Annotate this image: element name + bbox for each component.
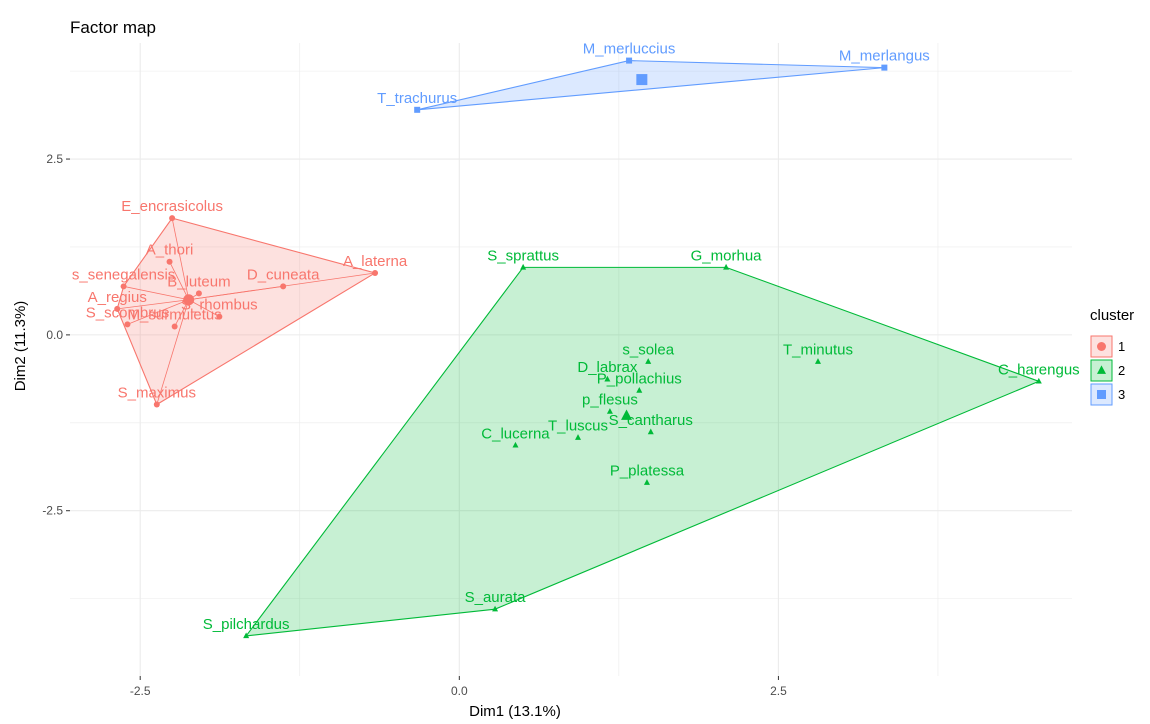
point-label-b-luteum: B_luteum [167,273,230,290]
y-tick-label: -2.5 [42,504,63,518]
point-label-s-cantharus: S_cantharus [609,412,693,429]
cluster-1-link-line [123,285,189,301]
point-g-morhua [723,263,730,270]
point-label-s-scombrus: S_scombrus [86,304,169,321]
point-s-pilchardus [243,632,250,639]
cluster-1-link-line [117,299,189,310]
cluster-1-link-line [188,299,220,317]
legend-label-3: 3 [1118,387,1125,402]
point-label-p-flesus: p_flesus [582,392,638,409]
point-label-s-solea: s_solea [622,342,674,359]
point-label-m-merluccius: M_merluccius [583,41,676,58]
point-d-cuneata [280,283,287,290]
cluster-1-link-line [169,261,190,300]
point-label-a-regius: A_regius [88,289,147,306]
point-label-d-cuneata: D_cuneata [247,266,320,283]
point-layer [114,57,1042,639]
point-a-laterna [372,269,379,276]
cluster-1-link-line [127,299,189,325]
grid-layer [70,43,1072,676]
point-c-harengus [1035,377,1042,384]
y-tick-label: 0.0 [46,328,63,342]
plot-panel [70,43,1072,676]
point-label-m-surmuletus: M_surmuletus [128,306,222,323]
x-tick-label: 0.0 [451,684,468,698]
point-label-g-morhua: G_morhua [691,247,763,264]
point-s-rhombus [216,313,223,320]
point-d-labrax [604,375,611,382]
point-s-maximus [153,401,160,408]
x-axis-title: Dim1 (13.1%) [469,703,561,720]
point-m-surmuletus [171,323,178,330]
point-label-s-maximus: S_maximus [118,385,196,402]
point-p-platessa [643,479,650,485]
cluster-1-link-line [156,299,190,405]
point-b-luteum [195,290,202,297]
legend-marker-3 [1097,390,1106,399]
point-label-a-laterna: A_laterna [343,253,408,270]
cluster-3-hull [417,60,885,111]
legend-label-1: 1 [1118,339,1125,354]
point-label-d-labrax: D_labrax [577,359,638,376]
cluster-1-centroid [183,294,195,306]
cluster-2-hull [244,266,1041,637]
point-label-s-senegalensis: s_senegalensis [72,266,175,283]
point-label-p-pollachius: P_pollachius [597,370,682,387]
point-label-t-minutus: T_minutus [783,342,853,359]
y-tick-label: 2.5 [46,152,63,166]
point-label-s-aurata: S_aurata [465,589,527,606]
point-label-a-thori: A_thori [146,242,194,259]
point-label-c-harengus: C_harengus [998,361,1080,378]
point-label-t-trachurus: T_trachurus [377,90,457,107]
point-a-thori [166,258,173,265]
point-s-sprattus [520,263,527,270]
y-axis-title: Dim2 (11.3%) [12,301,29,392]
cluster-1-link-line [171,218,190,300]
cluster-1-link-line [188,285,284,301]
point-label-s-sprattus: S_sprattus [487,247,559,264]
point-m-merlangus [881,64,888,71]
point-m-merluccius [626,57,633,64]
point-p-pollachius [636,386,643,393]
point-label-t-luscus: T_luscus [548,418,608,435]
point-s-solea [645,358,652,364]
chart-title: Factor map [70,18,156,37]
legend: cluster 1 2 3 [1090,307,1134,406]
legend-marker-1 [1097,342,1106,351]
point-label-s-rhombus: S_rhombus [181,297,258,314]
point-label-m-merlangus: M_merlangus [839,48,930,65]
point-a-regius [114,305,121,312]
point-s-scombrus [124,321,131,328]
cluster-2-centroid [621,409,633,420]
point-s-cantharus [647,428,654,435]
legend-marker-2 [1097,365,1106,374]
legend-title: cluster [1090,307,1134,324]
point-label-c-lucerna: C_lucerna [481,425,550,442]
x-tick-label: 2.5 [770,684,787,698]
point-s-aurata [492,605,499,612]
point-c-lucerna [512,441,519,448]
point-label-p-platessa: P_platessa [610,463,685,480]
cluster-3-centroid [636,74,648,86]
point-s-senegalensis [120,283,127,290]
point-e-encrasicolus [169,215,176,222]
point-t-luscus [575,434,582,440]
point-label-s-pilchardus: S_pilchardus [203,616,290,633]
point-p-flesus [606,408,613,414]
label-layer: E_encrasicolus A_thori s_senegalensisB_lut… [72,41,1080,633]
point-t-trachurus [414,106,421,113]
x-tick-label: -2.5 [130,684,151,698]
axis-layer: -2.5 0.0 2.5 -2.5 0.0 2.5 [42,152,787,698]
point-t-minutus [814,358,821,364]
legend-label-2: 2 [1118,363,1125,378]
point-label-e-encrasicolus: E_encrasicolus [121,198,223,215]
